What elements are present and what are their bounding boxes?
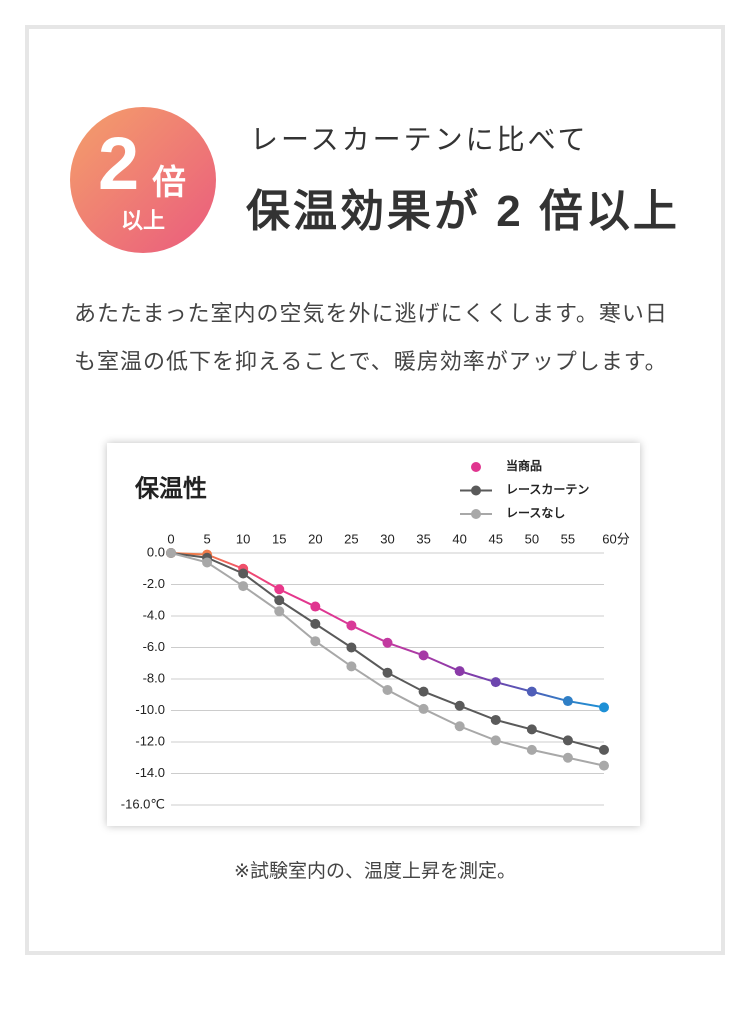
x-tick-label: 5 — [203, 531, 210, 546]
data-point — [346, 642, 357, 653]
x-tick-label: 50 — [525, 531, 539, 546]
x-tick-label: 40 — [452, 531, 466, 546]
chart-card — [107, 443, 640, 826]
body-text: あたたまった室内の空気を外に逃げにくくします。寒い日 も室温の低下を抑えることで… — [74, 290, 668, 386]
y-tick-label: -16.0℃ — [121, 796, 165, 811]
y-tick-label: -2.0 — [143, 576, 165, 591]
x-tick-label: 20 — [308, 531, 322, 546]
data-point — [454, 721, 465, 732]
data-point — [526, 744, 537, 755]
data-point — [202, 557, 213, 568]
data-point — [274, 595, 285, 606]
badge-sub: 以上 — [120, 208, 165, 233]
legend-label: 当商品 — [506, 458, 542, 473]
data-point — [490, 735, 501, 746]
subheading: レースカーテンに比べて — [250, 124, 589, 155]
y-tick-label: -4.0 — [143, 607, 165, 622]
data-point — [274, 606, 285, 617]
data-point — [562, 735, 573, 746]
data-point — [526, 724, 537, 735]
body-line: も室温の低下を抑えることで、暖房効率がアップします。 — [74, 349, 668, 374]
badge-unit: 倍 — [152, 164, 186, 202]
data-point — [310, 601, 321, 612]
data-point — [599, 760, 609, 771]
legend-marker — [471, 509, 481, 519]
chart-title: 保温性 — [134, 475, 207, 502]
data-point — [454, 666, 465, 677]
data-point — [526, 686, 537, 697]
x-tick-label: 25 — [344, 531, 358, 546]
y-tick-label: -6.0 — [143, 639, 165, 654]
data-point — [418, 686, 429, 697]
data-point — [346, 620, 357, 631]
data-point — [166, 548, 176, 558]
body-line: あたたまった室内の空気を外に逃げにくくします。寒い日 — [74, 301, 668, 326]
data-point — [274, 584, 285, 595]
badge: 2 倍 以上 — [70, 107, 216, 253]
series-line — [170, 552, 605, 709]
data-point — [382, 667, 393, 678]
x-tick-label: 10 — [236, 531, 250, 546]
data-point — [562, 696, 573, 707]
y-tick-label: -10.0 — [135, 702, 165, 717]
heading: 保温効果が 2 倍以上 — [246, 187, 680, 236]
data-point — [490, 714, 501, 725]
data-point — [490, 677, 501, 688]
data-point — [599, 744, 609, 755]
data-point — [238, 568, 249, 579]
x-tick-label: 0 — [167, 531, 174, 546]
legend-label: レースカーテン — [506, 483, 589, 497]
note: ※試験室内の、温度上昇を測定。 — [234, 861, 516, 882]
y-tick-label: -14.0 — [135, 765, 165, 780]
data-point — [310, 618, 321, 629]
badge-number: 2 — [98, 122, 140, 205]
x-tick-label: 55 — [561, 531, 575, 546]
data-point — [346, 661, 357, 672]
data-point — [382, 685, 393, 696]
data-point — [310, 636, 321, 647]
legend-marker — [471, 485, 481, 496]
data-point — [599, 702, 609, 713]
legend-marker — [471, 462, 481, 472]
data-point — [454, 700, 465, 711]
x-tick-label: 30 — [380, 531, 394, 546]
y-tick-label: 0.0 — [147, 544, 165, 559]
x-tick-label: 35 — [416, 531, 430, 546]
data-point — [238, 581, 249, 592]
y-tick-label: -12.0 — [135, 733, 165, 748]
y-tick-label: -8.0 — [143, 670, 165, 685]
x-tick-label: 15 — [272, 531, 286, 546]
data-point — [418, 703, 429, 714]
data-point — [562, 752, 573, 763]
legend-label: レースなし — [506, 506, 565, 520]
data-point — [418, 650, 429, 661]
data-point — [382, 637, 393, 648]
x-tick-label: 60分 — [602, 531, 629, 546]
frame — [25, 25, 725, 955]
x-tick-label: 45 — [489, 531, 503, 546]
